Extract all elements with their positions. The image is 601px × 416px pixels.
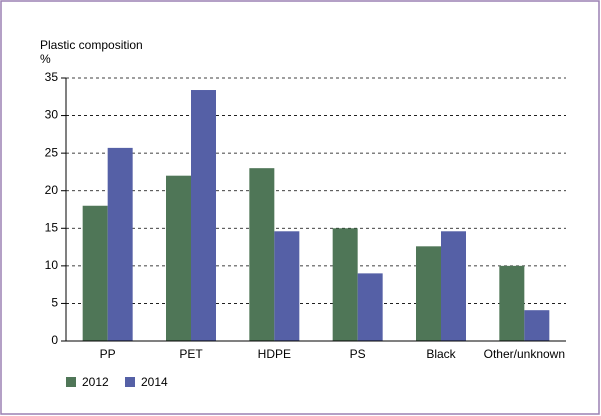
y-tick-label: 10 <box>45 258 59 272</box>
legend-label: 2014 <box>141 375 168 389</box>
bar <box>416 246 441 341</box>
y-tick-label: 35 <box>45 70 59 84</box>
x-tick-label: Black <box>426 347 456 361</box>
y-tick-label: 0 <box>51 333 58 347</box>
bar <box>357 273 383 341</box>
y-tick-label: 20 <box>45 183 59 197</box>
legend-swatch <box>125 377 135 387</box>
bar <box>82 205 108 341</box>
x-tick-label: HDPE <box>258 347 291 361</box>
bar <box>191 90 216 341</box>
bar <box>274 231 300 341</box>
bar <box>332 228 358 341</box>
x-tick-label: PP <box>100 347 116 361</box>
y-tick-label: 25 <box>45 145 59 159</box>
legend-swatch <box>66 377 76 387</box>
x-tick-label: PET <box>179 347 203 361</box>
y-axis-label: % <box>40 52 51 66</box>
y-tick-label: 15 <box>45 220 59 234</box>
y-tick-label: 30 <box>45 108 59 122</box>
bar <box>249 168 275 341</box>
bar <box>107 147 133 341</box>
bar <box>524 310 550 341</box>
bar <box>166 175 191 341</box>
bar <box>499 265 525 341</box>
x-tick-label: Other/unknown <box>484 347 565 361</box>
chart-title: Plastic composition <box>40 38 143 52</box>
legend-label: 2012 <box>82 375 109 389</box>
y-tick-label: 5 <box>51 296 58 310</box>
bar <box>441 231 466 341</box>
x-tick-label: PS <box>350 347 366 361</box>
